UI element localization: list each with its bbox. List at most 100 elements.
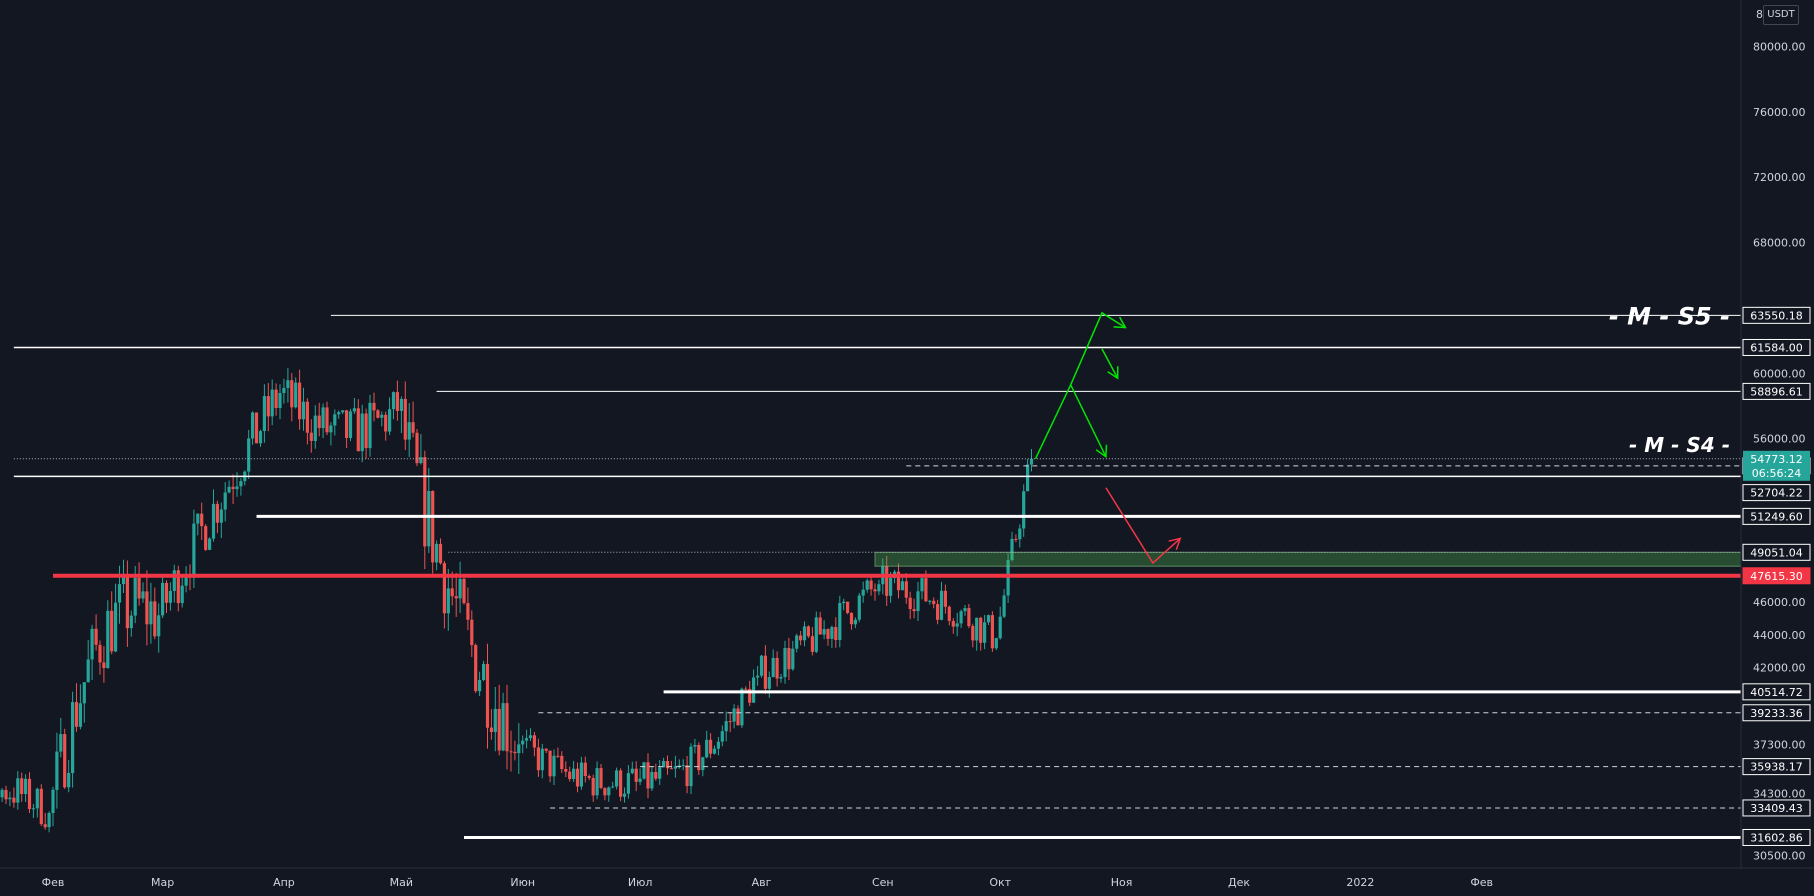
arrow-head (1095, 444, 1108, 459)
price-tag[interactable]: 61584.00 (1742, 338, 1811, 356)
candle-body (442, 563, 446, 614)
candle-body (262, 396, 266, 431)
price-tag-box (1742, 683, 1811, 701)
price-tag-label: 49051.04 (1750, 546, 1803, 559)
level-label-s5: - M - S5 - (1609, 302, 1730, 330)
candle-body (168, 591, 172, 603)
candle-body (744, 688, 748, 690)
support-zone[interactable] (874, 551, 1742, 567)
candle-body (552, 755, 556, 777)
candle-body (591, 778, 595, 796)
candle-body (814, 617, 818, 652)
candle-body (896, 571, 901, 591)
candle-body (795, 635, 799, 649)
candle-body (341, 410, 345, 413)
candle-body (204, 526, 208, 550)
price-tick-label: 30500.00 (1753, 850, 1806, 863)
candle-body (975, 617, 979, 641)
candle-body (325, 407, 329, 433)
candle-body (947, 606, 951, 621)
price-tag[interactable]: 49051.04 (1742, 543, 1811, 561)
candle-body (192, 523, 196, 578)
candle-body (137, 577, 141, 599)
candle-body (290, 380, 294, 408)
candle-body (141, 591, 145, 599)
price-tag[interactable]: 31602.86 (1742, 828, 1811, 846)
candle-body (20, 778, 24, 794)
candle-body (321, 407, 325, 429)
candle-body (763, 655, 767, 689)
arrow-head (1107, 366, 1119, 380)
candle-body (775, 657, 779, 679)
candle-body (525, 738, 529, 741)
candle-body (474, 645, 478, 692)
price-tag-label: 58896.61 (1750, 385, 1803, 398)
price-tag[interactable]: 47615.30 (1742, 567, 1811, 585)
candle-body (348, 411, 353, 438)
candle-body (1010, 538, 1014, 560)
candles-layer (0, 367, 1034, 833)
candle-body (86, 659, 90, 683)
arrow-head (1113, 316, 1127, 329)
price-tag[interactable]: 52704.22 (1742, 484, 1811, 502)
candle-body (59, 734, 63, 752)
candle-body (125, 576, 129, 629)
price-tag[interactable]: 58896.61 (1742, 382, 1811, 400)
price-tag-label: 31602.86 (1750, 831, 1803, 844)
projection-path[interactable] (1101, 348, 1119, 379)
price-tag[interactable]: 39233.36 (1742, 704, 1811, 722)
projection-path[interactable] (1070, 311, 1126, 386)
candle-body (712, 748, 717, 754)
candle-body (200, 513, 204, 527)
candle-body (720, 731, 724, 742)
price-tag[interactable]: 35938.17 (1742, 758, 1811, 776)
candle-body (43, 824, 47, 828)
price-tag[interactable]: 33409.43 (1742, 799, 1811, 817)
candle-body (1026, 464, 1030, 492)
level-labels: - M - S5 - - M - S4 - (1609, 302, 1730, 456)
candle-body (235, 486, 239, 490)
price-tag[interactable]: 63550.18 (1742, 306, 1811, 324)
price-tag-label: 61584.00 (1750, 341, 1803, 354)
currency-badge[interactable]: USDT (1763, 5, 1799, 25)
price-tag[interactable]: 40514.72 (1742, 683, 1811, 701)
candle-body (548, 750, 552, 777)
candle-body (939, 590, 944, 620)
candle-body (732, 708, 736, 722)
candle-body (791, 648, 795, 670)
candle-body (787, 648, 791, 670)
price-tick-label: 42000.00 (1753, 662, 1806, 675)
candle-body (431, 491, 435, 563)
candle-body (161, 582, 165, 616)
projection-path[interactable] (1105, 487, 1181, 565)
time-axis[interactable]: Фев Мар Апр Май Июн Июл Авг Сен Окт Ноя Дек 2022 Фев (0, 867, 1814, 889)
price-tag-box (1742, 507, 1811, 525)
candle-body (294, 382, 298, 408)
price-tag-box (1742, 704, 1811, 722)
candle-body (986, 615, 991, 623)
price-tag-label: 51249.60 (1750, 510, 1803, 523)
candle-body (615, 770, 619, 787)
candle-body (372, 402, 376, 411)
candle-body (967, 608, 971, 626)
candle-body (51, 789, 55, 813)
candle-body (286, 380, 290, 388)
candle-body (705, 739, 709, 758)
candle-body (219, 509, 223, 523)
candle-body (955, 623, 959, 627)
candle-body (478, 680, 482, 692)
level-label-s4: - M - S4 - (1629, 433, 1730, 457)
price-tick-label: 68000.00 (1753, 237, 1806, 250)
candle-body (877, 584, 881, 592)
candle-body (846, 601, 850, 613)
price-tag[interactable]: 51249.60 (1742, 507, 1811, 525)
time-tick-label: Июл (628, 876, 653, 889)
candle-body (810, 636, 814, 652)
candle-body (920, 578, 924, 592)
price-axis[interactable]: 80000.00 76000.00 72000.00 68000.00 60000.00… (1740, 0, 1814, 868)
candle-body (983, 622, 987, 643)
candle-body (673, 766, 677, 769)
candle-body (622, 793, 627, 797)
